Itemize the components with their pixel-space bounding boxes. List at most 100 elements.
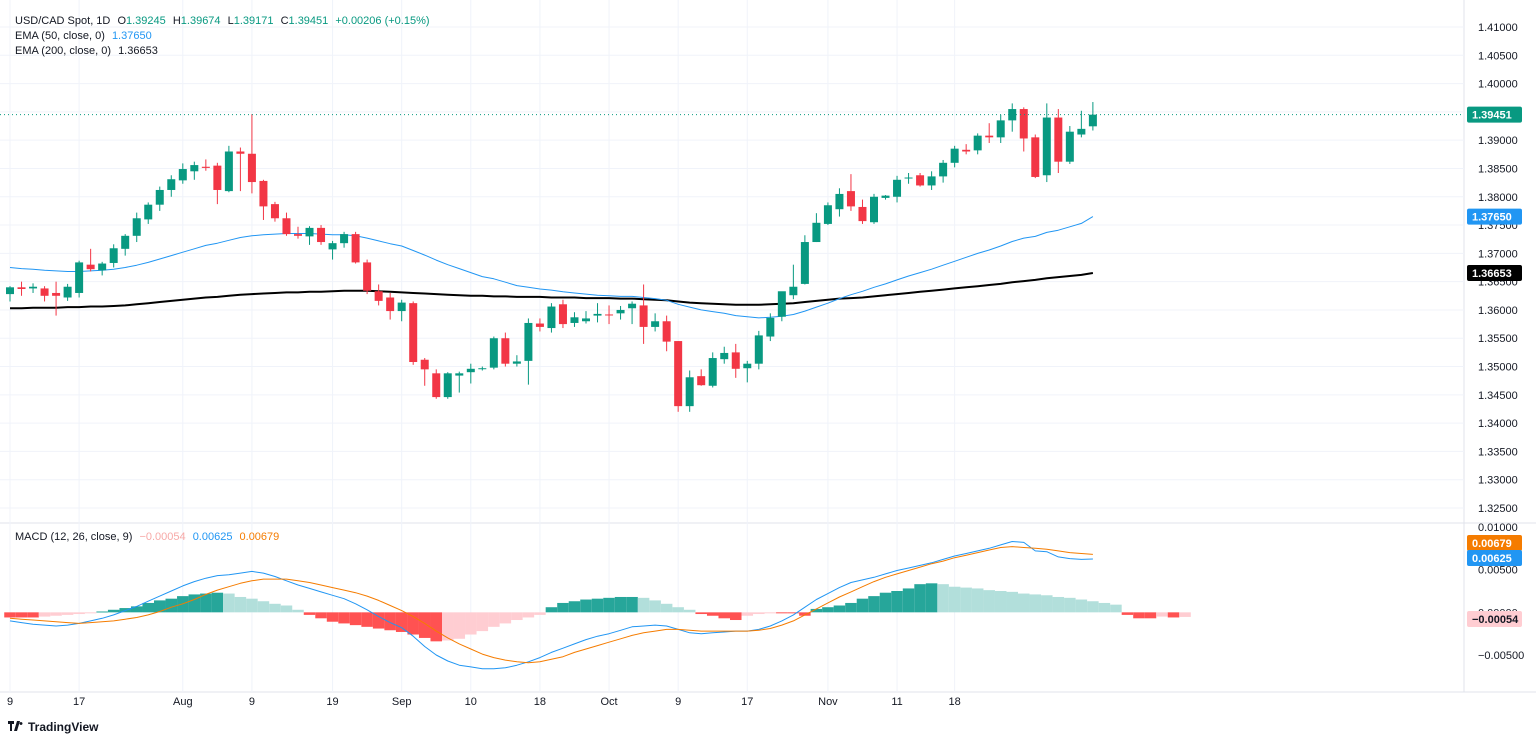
chart-grid xyxy=(0,0,1536,693)
macd-tick-label: 0.01000 xyxy=(1478,522,1518,534)
macd-hist-bar xyxy=(384,612,396,631)
candle-body xyxy=(1077,128,1086,135)
candle xyxy=(420,358,429,386)
price-tick-label: 1.38000 xyxy=(1478,192,1518,204)
candle xyxy=(201,159,210,171)
candle-body xyxy=(259,180,268,207)
candle-body xyxy=(144,204,153,220)
candle xyxy=(628,301,637,325)
candle-body xyxy=(985,135,994,138)
macd-hist-bar xyxy=(453,612,466,639)
macd-hist-bar xyxy=(787,612,800,614)
macd-hist-bar xyxy=(557,602,569,613)
macd-hist-bar xyxy=(1179,612,1191,617)
candle xyxy=(893,175,902,203)
candle-body xyxy=(616,309,625,314)
candle-body xyxy=(270,204,279,219)
candle xyxy=(6,286,14,302)
macd-hist-bar xyxy=(269,603,281,613)
ema200-tag-text: 1.36653 xyxy=(1472,268,1512,280)
macd-hist-bar xyxy=(246,598,258,613)
macd-hist-bar xyxy=(637,597,650,613)
candle-body xyxy=(939,162,948,177)
candle xyxy=(121,234,130,256)
ema200-legend[interactable]: EMA (200, close, 0) 1.36653 xyxy=(15,44,162,59)
macd-signal-tag-text: 0.00679 xyxy=(1472,538,1512,550)
candle xyxy=(363,259,372,295)
candle-body xyxy=(858,206,867,222)
time-tick-label: 9 xyxy=(249,696,255,708)
macd-hist-bar xyxy=(1098,602,1111,613)
candle-body xyxy=(950,148,959,163)
candle-body xyxy=(962,149,971,152)
candle-body xyxy=(305,227,314,237)
macd-hist-bar xyxy=(568,601,581,613)
change-value: +0.00206 (+0.15%) xyxy=(335,15,430,27)
candle-body xyxy=(547,306,556,329)
time-tick-label: 18 xyxy=(534,696,546,708)
candle-body xyxy=(397,302,406,312)
macd-hist-bar xyxy=(1156,612,1168,617)
macd-hist-bar xyxy=(361,612,373,627)
price-tick-label: 1.34000 xyxy=(1478,418,1518,430)
ema50-value: 1.37650 xyxy=(111,30,152,42)
candle xyxy=(743,360,752,383)
candle xyxy=(340,231,349,248)
macd-hist-bar xyxy=(165,598,178,613)
candle xyxy=(858,199,867,224)
macd-hist-bar xyxy=(1087,601,1099,613)
tradingview-logo[interactable]: TradingView xyxy=(8,720,98,734)
candle-body xyxy=(743,363,752,369)
macd-hist-bar xyxy=(649,600,661,613)
macd-hist-bar xyxy=(683,609,696,613)
candle-body xyxy=(1054,117,1063,162)
macd-legend[interactable]: MACD (12, 26, close, 9) −0.00054 0.00625… xyxy=(15,530,283,545)
macd-hist-bar xyxy=(994,591,1007,613)
candle xyxy=(651,313,660,332)
macd-hist-bar xyxy=(27,612,39,618)
candle-body xyxy=(973,135,982,151)
candle xyxy=(236,147,245,192)
macd-hist-bar xyxy=(430,612,442,642)
candle xyxy=(582,311,590,324)
candle xyxy=(270,201,279,222)
candle xyxy=(1054,109,1063,173)
macd-hist-bar xyxy=(84,612,97,614)
candle xyxy=(881,195,890,200)
candle xyxy=(927,171,936,190)
macd-hist-bar xyxy=(626,596,638,613)
candle-body xyxy=(478,368,487,370)
candle xyxy=(904,172,913,184)
candle-body xyxy=(512,361,521,364)
price-tick-label: 1.34500 xyxy=(1478,390,1518,402)
candle-body xyxy=(201,166,210,168)
symbol-title: USD/CAD Spot, 1D xyxy=(15,15,111,27)
candle xyxy=(823,202,832,226)
candle xyxy=(916,172,925,187)
macd-hist-bar xyxy=(741,612,754,616)
last-price-tag-box xyxy=(1467,106,1522,123)
ema50-legend[interactable]: EMA (50, close, 0) 1.37650 xyxy=(15,29,156,44)
macd-hist-bar xyxy=(211,592,224,613)
macd-hist-bar xyxy=(591,598,604,613)
candle-body xyxy=(1042,117,1051,176)
macd-hist-bar xyxy=(338,612,350,624)
candle-body xyxy=(916,175,925,186)
macd-hist-bar xyxy=(971,588,984,613)
tradingview-logo-icon xyxy=(8,721,24,733)
candle xyxy=(593,303,602,323)
candle-body xyxy=(720,352,729,360)
candle-body xyxy=(927,176,936,186)
candle-body xyxy=(409,303,418,363)
macd-hist-bar xyxy=(292,609,304,613)
candlestick-series xyxy=(0,102,1464,412)
candle-body xyxy=(247,153,256,183)
macd-hist-bar xyxy=(38,612,51,617)
macd-hist-bar xyxy=(764,612,777,614)
candle-body xyxy=(190,165,199,172)
price-tick-label: 1.36000 xyxy=(1478,305,1518,317)
high-value: 1.39674 xyxy=(180,15,221,27)
price-axis: 1.410001.405001.400001.395001.390001.385… xyxy=(1467,22,1522,515)
candle xyxy=(63,283,72,301)
